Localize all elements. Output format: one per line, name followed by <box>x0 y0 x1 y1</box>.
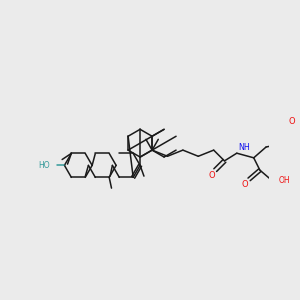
Text: OH: OH <box>278 176 290 185</box>
Text: O: O <box>289 117 295 126</box>
Text: O: O <box>208 171 215 180</box>
Text: NH: NH <box>238 142 250 152</box>
Text: O: O <box>242 180 249 189</box>
Text: HO: HO <box>38 161 50 170</box>
